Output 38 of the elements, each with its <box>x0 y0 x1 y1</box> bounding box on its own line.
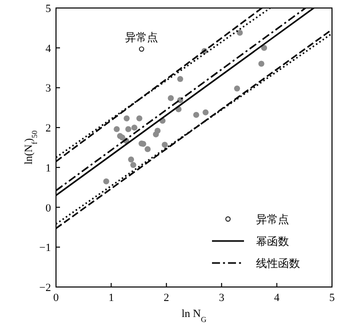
legend-label: 幂函数 <box>256 236 289 248</box>
x-tick-label: 3 <box>218 292 225 304</box>
x-tick-label: 1 <box>108 292 114 304</box>
y-tick-label: 0 <box>46 202 52 214</box>
y-tick-label: 3 <box>46 82 52 95</box>
point <box>144 146 151 152</box>
y-tick-label: 5 <box>46 3 52 15</box>
point <box>193 112 200 118</box>
point <box>177 76 184 82</box>
point <box>162 142 168 148</box>
x-tick-label: 2 <box>164 292 170 304</box>
point <box>103 178 110 184</box>
y-tick-label: 4 <box>46 42 52 55</box>
point <box>154 128 161 134</box>
point <box>128 156 134 162</box>
point <box>261 44 268 51</box>
x-tick-label: 0 <box>53 292 60 304</box>
point <box>258 60 264 67</box>
legend-label: 线性函数 <box>256 257 300 270</box>
point <box>202 109 209 116</box>
point <box>168 95 174 102</box>
point <box>236 30 243 36</box>
point <box>124 115 130 122</box>
point <box>131 124 138 131</box>
annotation: 异常点 <box>125 31 158 44</box>
point <box>234 86 240 92</box>
x-tick-label: 4 <box>274 292 280 304</box>
x-tick-label: 5 <box>329 292 336 304</box>
point <box>130 162 136 168</box>
legend-label: 异常点 <box>256 213 289 226</box>
y-tick-label: −1 <box>39 242 51 254</box>
y-tick-label: 2 <box>46 122 51 135</box>
x-axis-title: ln N$_{G}$ <box>182 308 207 324</box>
y-tick-label: −2 <box>39 282 51 294</box>
point <box>114 126 120 132</box>
point <box>125 126 132 132</box>
point <box>136 115 142 122</box>
y-tick-label: 1 <box>46 162 51 174</box>
